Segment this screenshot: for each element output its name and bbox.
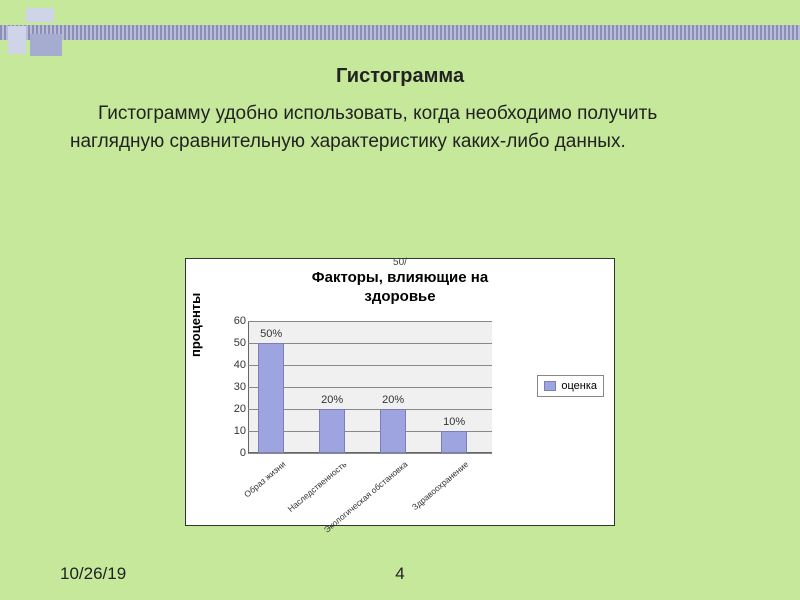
footer-page-number: 4 <box>0 564 800 584</box>
bar <box>441 431 467 453</box>
chart-stray-text: 50/ <box>186 257 614 268</box>
bar-value-label: 20% <box>382 394 404 406</box>
chart-container: 50/ Факторы, влияющие на здоровье процен… <box>185 258 615 526</box>
gridline <box>248 453 492 454</box>
y-tick-label: 10 <box>224 425 246 437</box>
y-tick-label: 40 <box>224 359 246 371</box>
y-tick-label: 0 <box>224 447 246 459</box>
legend: оценка <box>537 375 604 397</box>
bar <box>380 409 406 453</box>
plot-area: 50% 20% 20% 10% <box>248 321 492 453</box>
y-tick-label: 20 <box>224 403 246 415</box>
legend-label: оценка <box>561 380 597 392</box>
chart-title-line2: здоровье <box>364 288 435 305</box>
legend-swatch <box>544 381 556 391</box>
chart-body: проценты 50%20%20%10% оценка 01020304050… <box>186 317 614 525</box>
bar-value-label: 50% <box>260 328 282 340</box>
gridline <box>248 343 492 344</box>
y-axis-label: проценты <box>188 293 203 357</box>
y-tick-label: 30 <box>224 381 246 393</box>
chart-title-line1: Факторы, влияющие на <box>312 269 488 286</box>
y-tick-label: 60 <box>224 315 246 327</box>
gridline <box>248 409 492 410</box>
bar-value-label: 10% <box>443 416 465 428</box>
slide-title: Гистограмма <box>0 65 800 88</box>
y-tick-label: 50 <box>224 337 246 349</box>
bar <box>319 409 345 453</box>
gridline <box>248 387 492 388</box>
bar <box>258 343 284 453</box>
bar-value-label: 20% <box>321 394 343 406</box>
decorative-band <box>0 25 800 40</box>
slide-body-text: Гистограмму удобно использовать, когда н… <box>70 100 740 155</box>
gridline <box>248 365 492 366</box>
gridline <box>248 321 492 322</box>
